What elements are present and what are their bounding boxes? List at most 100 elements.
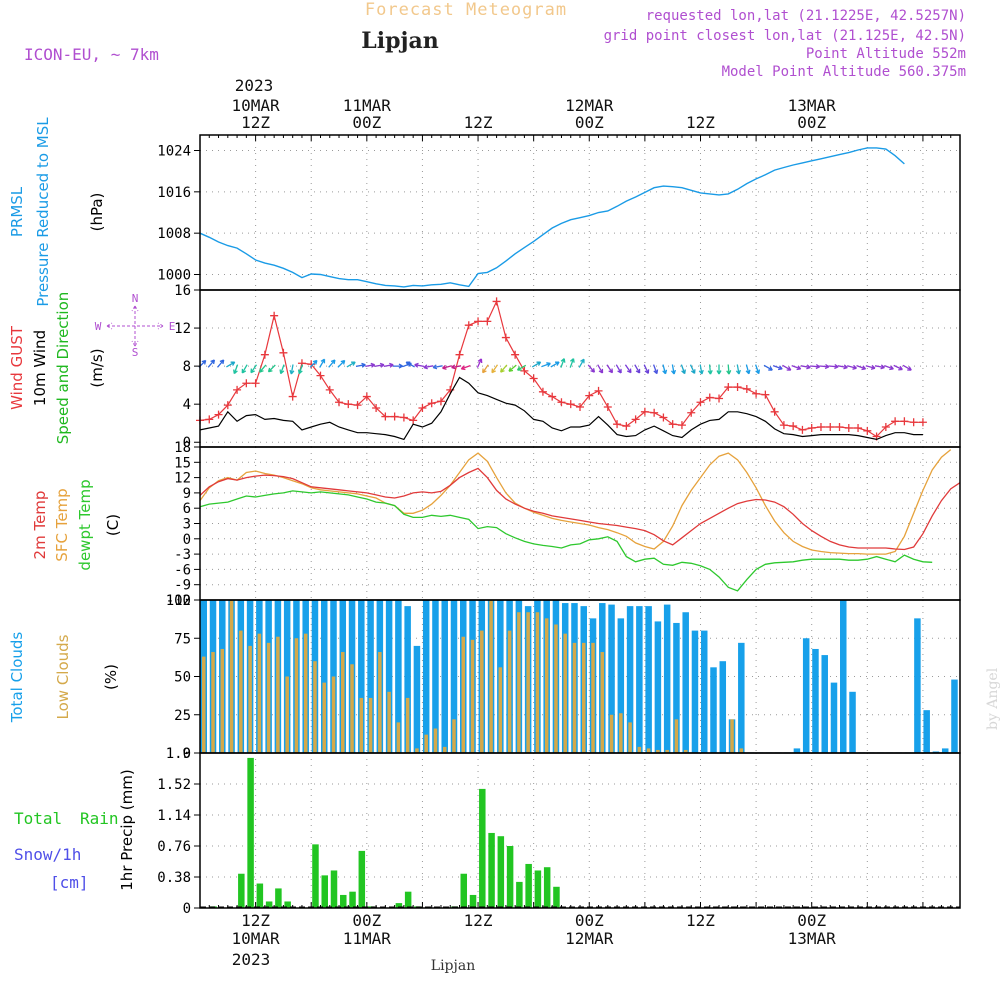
wind-direction-arrow (716, 364, 722, 375)
gust-point (659, 413, 668, 422)
point-altitude: Point Altitude 552m (805, 46, 966, 62)
total-cloud-bar (404, 606, 411, 753)
compass-west: W (95, 320, 102, 333)
low-cloud-bar (350, 664, 354, 753)
y-tick-label: -3 (174, 547, 191, 563)
wind-direction-arrow (217, 359, 225, 368)
wind-direction-arrow (451, 364, 462, 370)
time-label-top-date: 12MAR (565, 96, 614, 115)
total-cloud-bar (450, 600, 458, 753)
wind-direction-arrow (405, 361, 415, 368)
y-tick-label: 15 (174, 455, 191, 471)
y-tick-label: 100 (166, 593, 191, 609)
rain-bar (358, 850, 366, 908)
time-label-top-hour: 12Z (686, 113, 715, 132)
precip-unit-label: 1hr Precip (mm) (118, 769, 136, 890)
compass-north: N (132, 292, 139, 305)
bottom-year: 2023 (231, 950, 271, 969)
time-label-top-date: 13MAR (788, 96, 837, 115)
low-cloud-bar (498, 667, 503, 753)
low-cloud-bar (239, 630, 243, 753)
low-cloud-bar (461, 636, 466, 753)
gust-point (251, 379, 260, 388)
wind-direction-arrow (569, 358, 575, 368)
gust-point (761, 390, 770, 399)
total-cloud-bar (663, 604, 671, 753)
gust-point (492, 297, 501, 306)
rain-bar (497, 836, 505, 908)
wind-direction-arrow (689, 364, 696, 374)
wind-direction-arrow (476, 358, 483, 368)
wind-direction-arrow (847, 364, 857, 370)
gust-point (891, 417, 900, 426)
gust-point (372, 403, 381, 412)
low-cloud-bar (452, 719, 456, 753)
gust-point (650, 408, 659, 417)
wind-direction-arrow (207, 359, 216, 368)
total-cloud-bar (682, 612, 689, 753)
wind-direction-arrow (763, 364, 773, 371)
wind-direction-arrow (259, 364, 267, 373)
temp-2m-label: 2m Temp (31, 491, 49, 560)
total-cloud-bar (691, 630, 699, 753)
low-cloud-bar (220, 648, 225, 753)
time-label-top-hour: 12Z (241, 113, 270, 132)
total-cloud-bar (385, 600, 393, 753)
gust-point (854, 423, 863, 432)
gust-point (548, 392, 557, 401)
low-cloud-bar (526, 612, 530, 753)
time-label-top-hour: 00Z (575, 113, 604, 132)
y-tick-label: 50 (174, 670, 191, 686)
low-cloud-bar (257, 633, 262, 753)
low-cloud-bar (331, 676, 336, 753)
rain-bar (469, 894, 477, 908)
y-tick-label: 6 (183, 501, 191, 517)
wind-direction-arrow (531, 361, 542, 368)
time-label-top-date: 10MAR (232, 96, 281, 115)
frame-layer (194, 134, 961, 909)
gust-point (909, 418, 918, 427)
wind-direction-arrow (735, 364, 741, 375)
total-cloud-bar (932, 751, 940, 753)
gust-point (789, 422, 798, 431)
gust-point (316, 371, 325, 380)
wind-unit-label: (m/s) (88, 348, 106, 387)
wind-direction-arrow (365, 362, 376, 368)
low-cloud-bar (480, 630, 484, 753)
wind-direction-arrow (328, 359, 336, 368)
rain-bar (395, 903, 403, 908)
rain-bar (330, 870, 338, 908)
wind-direction-arrow (874, 364, 885, 370)
gust-point (705, 393, 714, 402)
wind-direction-arrow (615, 364, 622, 374)
rain-bar (525, 863, 532, 908)
wind-direction-arrow (289, 364, 295, 375)
low-cloud-bar (276, 636, 280, 753)
low-cloud-bar (424, 734, 428, 753)
pressure-unit-label: (hPa) (88, 193, 106, 232)
y-tick-label: -12 (166, 593, 191, 609)
rain-bar (553, 886, 560, 908)
location-title: Lipjan (361, 28, 439, 54)
low-cloud-bar (656, 749, 660, 753)
rain-bar (543, 867, 551, 908)
total-cloud-bar (645, 606, 652, 753)
total-clouds-label: Total Clouds (8, 632, 26, 724)
low-cloud-bar (628, 722, 632, 753)
model-altitude: Model Point Altitude 560.375m (721, 64, 966, 80)
wind-direction-arrow (810, 363, 821, 370)
temp-unit-label: (C) (104, 514, 122, 536)
time-label-bottom-date: 10MAR (232, 929, 281, 948)
low-cloud-bar (433, 728, 438, 753)
low-cloud-bar (313, 661, 317, 753)
rain-bar (321, 875, 328, 908)
rain-bar (479, 788, 486, 908)
wind-direction-arrow (383, 362, 394, 368)
wind-direction-arrow (800, 364, 811, 370)
low-cloud-bar (535, 612, 540, 753)
total-cloud-bar (951, 679, 958, 753)
compass-east: E (169, 320, 176, 333)
requested-coords: requested lon,lat (21.1225E, 42.5257N) (645, 8, 966, 24)
wind-direction-arrow (550, 361, 560, 368)
wind-direction-arrow (707, 364, 713, 375)
